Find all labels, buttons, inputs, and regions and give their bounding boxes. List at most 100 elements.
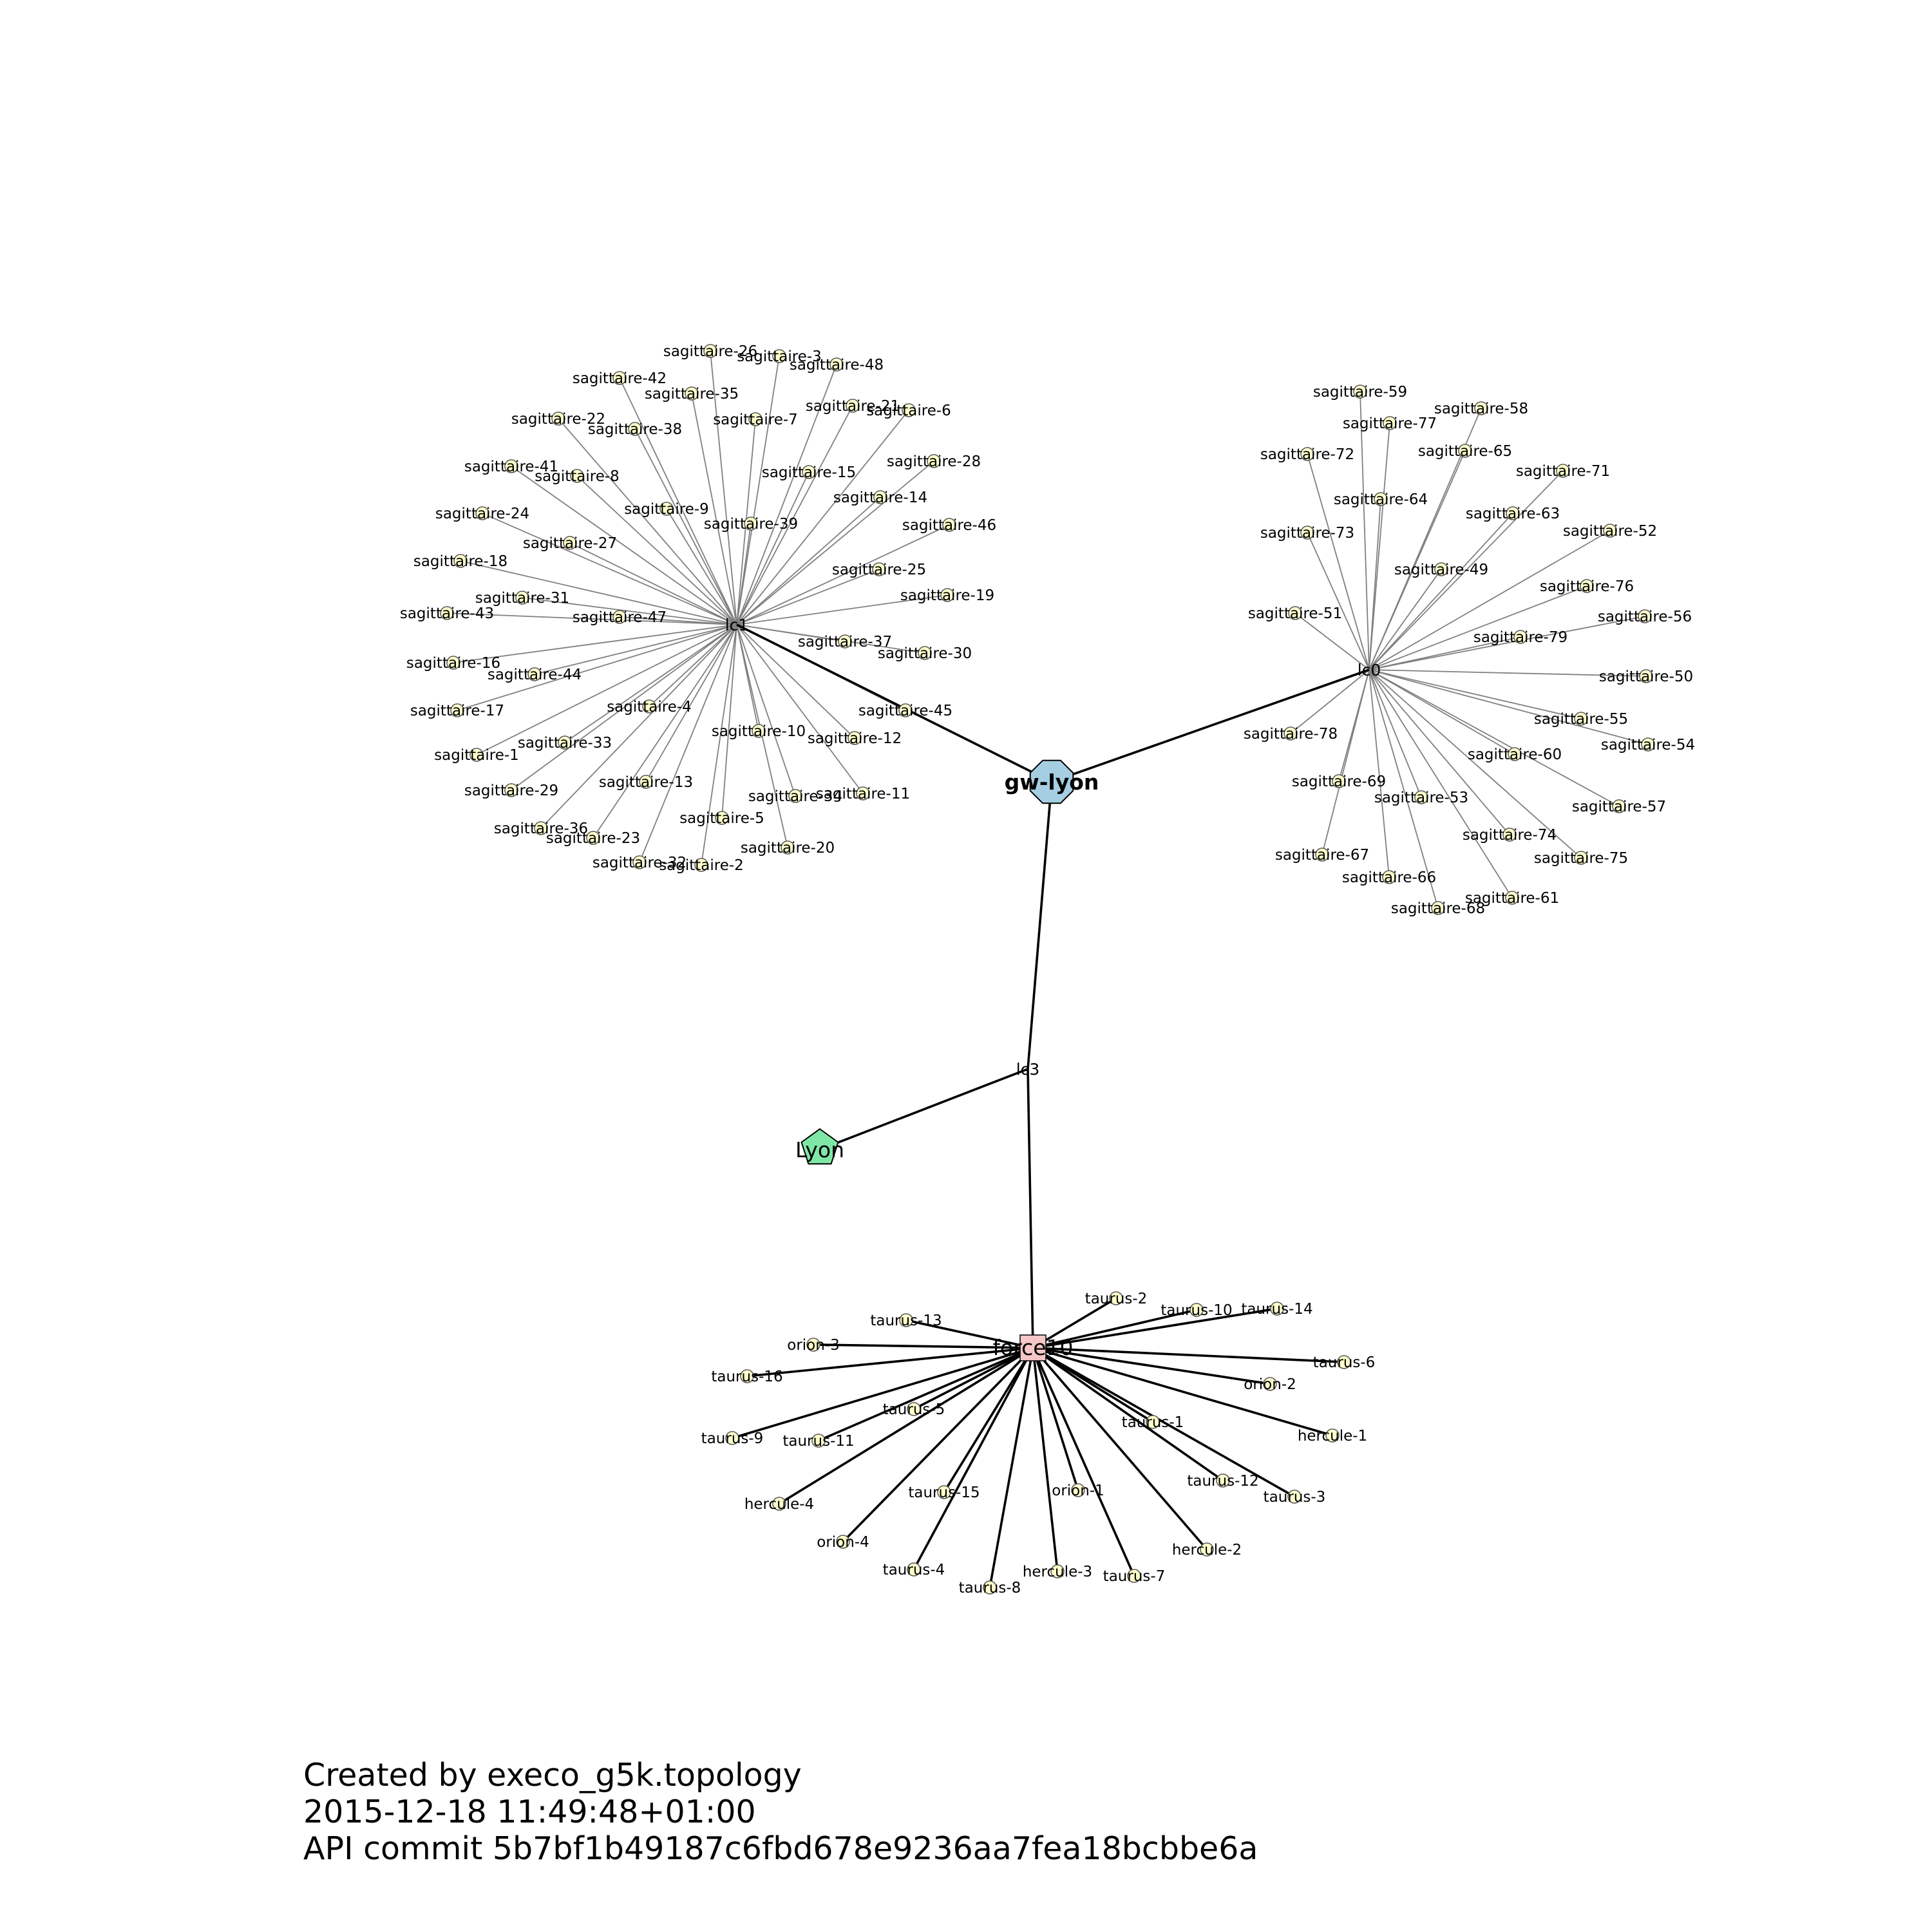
node-sagittaire-61[interactable]: sagittaire-61 (1465, 890, 1559, 907)
node-sagittaire-51[interactable]: sagittaire-51 (1248, 605, 1342, 622)
node-taurus-1[interactable]: taurus-1 (1122, 1414, 1184, 1431)
node-orion-1[interactable]: orion-1 (1052, 1482, 1104, 1499)
node-sagittaire-78[interactable]: sagittaire-78 (1244, 726, 1338, 743)
node-taurus-7[interactable]: taurus-7 (1103, 1568, 1166, 1585)
node-sagittaire-19[interactable]: sagittaire-19 (900, 587, 994, 604)
node-sagittaire-41[interactable]: sagittaire-41 (464, 459, 558, 475)
node-sagittaire-2[interactable]: sagittaire-2 (659, 857, 744, 874)
node-taurus-8[interactable]: taurus-8 (959, 1580, 1021, 1596)
gateway-gw-lyon[interactable]: gw-lyon (1005, 759, 1099, 804)
switch-lc3[interactable]: lc3 (1016, 1060, 1040, 1079)
node-taurus-11[interactable]: taurus-11 (782, 1433, 854, 1450)
node-taurus-5[interactable]: taurus-5 (883, 1401, 945, 1418)
node-sagittaire-34[interactable]: sagittaire-34 (748, 788, 842, 805)
node-hercule-2[interactable]: hercule-2 (1172, 1542, 1242, 1558)
node-sagittaire-8[interactable]: sagittaire-8 (535, 468, 620, 485)
node-taurus-12[interactable]: taurus-12 (1187, 1473, 1258, 1490)
node-sagittaire-29[interactable]: sagittaire-29 (464, 782, 558, 799)
node-sagittaire-66[interactable]: sagittaire-66 (1342, 869, 1436, 886)
node-taurus-15[interactable]: taurus-15 (908, 1484, 980, 1501)
node-sagittaire-49[interactable]: sagittaire-49 (1394, 562, 1488, 578)
node-sagittaire-57[interactable]: sagittaire-57 (1572, 799, 1666, 815)
node-sagittaire-53[interactable]: sagittaire-53 (1374, 790, 1468, 806)
node-sagittaire-47[interactable]: sagittaire-47 (573, 609, 667, 626)
node-taurus-14[interactable]: taurus-14 (1241, 1301, 1312, 1318)
node-sagittaire-9[interactable]: sagittaire-9 (624, 501, 709, 518)
node-sagittaire-5[interactable]: sagittaire-5 (679, 810, 764, 827)
node-sagittaire-14[interactable]: sagittaire-14 (833, 489, 927, 506)
node-sagittaire-15[interactable]: sagittaire-15 (762, 464, 856, 481)
node-sagittaire-56[interactable]: sagittaire-56 (1598, 609, 1692, 625)
node-sagittaire-42[interactable]: sagittaire-42 (573, 370, 667, 387)
node-sagittaire-28[interactable]: sagittaire-28 (887, 453, 981, 470)
node-sagittaire-65[interactable]: sagittaire-65 (1418, 443, 1512, 460)
node-sagittaire-73[interactable]: sagittaire-73 (1260, 525, 1354, 542)
node-sagittaire-22[interactable]: sagittaire-22 (511, 411, 605, 428)
node-sagittaire-32[interactable]: sagittaire-32 (592, 855, 687, 871)
node-sagittaire-11[interactable]: sagittaire-11 (816, 786, 910, 802)
node-sagittaire-38[interactable]: sagittaire-38 (588, 421, 682, 438)
node-sagittaire-4[interactable]: sagittaire-4 (607, 699, 692, 715)
router-force10[interactable]: force10 (992, 1334, 1074, 1361)
node-sagittaire-13[interactable]: sagittaire-13 (599, 774, 693, 791)
node-sagittaire-23[interactable]: sagittaire-23 (546, 830, 640, 847)
node-sagittaire-68[interactable]: sagittaire-68 (1391, 900, 1485, 917)
node-sagittaire-69[interactable]: sagittaire-69 (1292, 773, 1386, 790)
node-sagittaire-48[interactable]: sagittaire-48 (790, 357, 884, 374)
node-sagittaire-79[interactable]: sagittaire-79 (1473, 629, 1567, 646)
switch-lc0[interactable]: lc0 (1358, 661, 1381, 679)
node-sagittaire-20[interactable]: sagittaire-20 (741, 840, 835, 857)
node-orion-4[interactable]: orion-4 (817, 1534, 869, 1551)
node-sagittaire-18[interactable]: sagittaire-18 (413, 553, 507, 570)
node-hercule-3[interactable]: hercule-3 (1023, 1564, 1092, 1580)
node-sagittaire-33[interactable]: sagittaire-33 (518, 735, 612, 752)
node-hercule-4[interactable]: hercule-4 (744, 1496, 814, 1513)
node-sagittaire-75[interactable]: sagittaire-75 (1534, 850, 1628, 867)
node-sagittaire-58[interactable]: sagittaire-58 (1434, 401, 1528, 417)
node-orion-3[interactable]: orion-3 (787, 1337, 840, 1354)
node-taurus-4[interactable]: taurus-4 (883, 1562, 945, 1578)
node-sagittaire-39[interactable]: sagittaire-39 (704, 516, 798, 533)
node-taurus-10[interactable]: taurus-10 (1160, 1302, 1232, 1319)
node-sagittaire-76[interactable]: sagittaire-76 (1540, 578, 1634, 595)
node-sagittaire-1[interactable]: sagittaire-1 (434, 747, 519, 764)
node-sagittaire-31[interactable]: sagittaire-31 (475, 590, 569, 607)
node-sagittaire-16[interactable]: sagittaire-16 (406, 655, 500, 672)
node-sagittaire-77[interactable]: sagittaire-77 (1343, 415, 1437, 432)
node-sagittaire-55[interactable]: sagittaire-55 (1534, 711, 1628, 728)
node-taurus-6[interactable]: taurus-6 (1313, 1354, 1376, 1371)
switch-lc1[interactable]: lc1 (725, 616, 749, 634)
node-sagittaire-64[interactable]: sagittaire-64 (1334, 491, 1428, 508)
node-sagittaire-37[interactable]: sagittaire-37 (798, 634, 892, 650)
node-sagittaire-10[interactable]: sagittaire-10 (712, 723, 806, 740)
node-sagittaire-45[interactable]: sagittaire-45 (858, 703, 952, 719)
node-sagittaire-17[interactable]: sagittaire-17 (410, 703, 504, 719)
node-sagittaire-12[interactable]: sagittaire-12 (808, 730, 902, 747)
node-sagittaire-52[interactable]: sagittaire-52 (1563, 523, 1657, 540)
node-taurus-3[interactable]: taurus-3 (1264, 1489, 1326, 1506)
node-sagittaire-60[interactable]: sagittaire-60 (1468, 746, 1562, 763)
node-taurus-9[interactable]: taurus-9 (701, 1430, 764, 1447)
node-sagittaire-74[interactable]: sagittaire-74 (1463, 827, 1557, 844)
site-lyon[interactable]: Lyon (795, 1128, 844, 1165)
node-sagittaire-25[interactable]: sagittaire-25 (832, 562, 926, 578)
node-taurus-16[interactable]: taurus-16 (711, 1368, 782, 1385)
node-sagittaire-59[interactable]: sagittaire-59 (1313, 384, 1407, 401)
node-sagittaire-26[interactable]: sagittaire-26 (663, 343, 757, 360)
node-taurus-2[interactable]: taurus-2 (1085, 1291, 1148, 1307)
node-hercule-1[interactable]: hercule-1 (1298, 1428, 1367, 1444)
node-sagittaire-27[interactable]: sagittaire-27 (523, 535, 617, 552)
node-sagittaire-54[interactable]: sagittaire-54 (1601, 737, 1695, 753)
node-sagittaire-50[interactable]: sagittaire-50 (1599, 668, 1693, 685)
node-sagittaire-44[interactable]: sagittaire-44 (488, 667, 582, 683)
node-sagittaire-63[interactable]: sagittaire-63 (1466, 506, 1560, 522)
node-sagittaire-46[interactable]: sagittaire-46 (902, 517, 996, 534)
node-sagittaire-67[interactable]: sagittaire-67 (1275, 847, 1369, 864)
node-sagittaire-21[interactable]: sagittaire-21 (806, 398, 900, 415)
node-sagittaire-72[interactable]: sagittaire-72 (1260, 446, 1354, 463)
node-sagittaire-6[interactable]: sagittaire-6 (866, 402, 951, 419)
node-sagittaire-24[interactable]: sagittaire-24 (435, 506, 529, 522)
node-sagittaire-71[interactable]: sagittaire-71 (1516, 463, 1610, 480)
node-sagittaire-30[interactable]: sagittaire-30 (878, 645, 972, 662)
node-taurus-13[interactable]: taurus-13 (870, 1312, 942, 1329)
